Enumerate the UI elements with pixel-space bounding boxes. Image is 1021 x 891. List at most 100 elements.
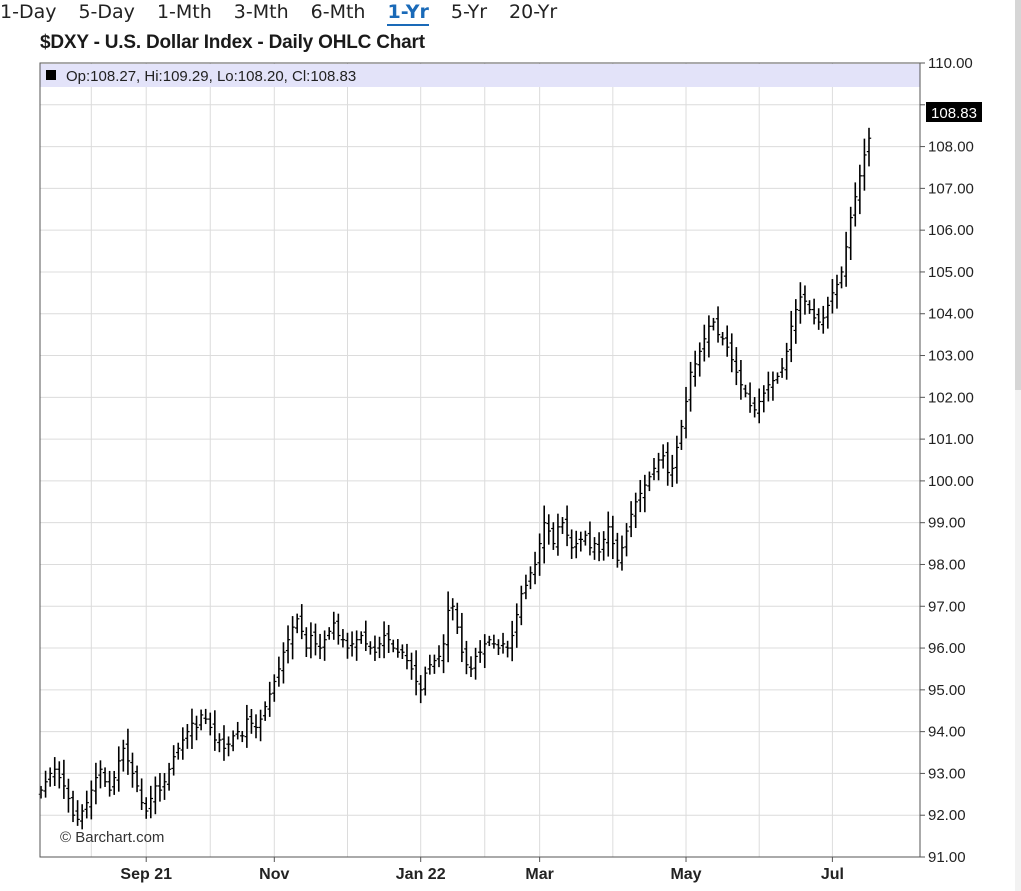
- ohlc-bar: [770, 371, 776, 401]
- ohlc-bar: [317, 633, 323, 660]
- ohlc-bar: [235, 721, 240, 740]
- ohlc-bar: [761, 385, 766, 413]
- ohlc-bar: [194, 715, 199, 741]
- ohlc-bar: [866, 127, 872, 167]
- tab-20-yr[interactable]: 20-Yr: [509, 1, 558, 23]
- ohlc-bar: [413, 650, 419, 696]
- ohlc-bar: [757, 388, 762, 424]
- ohlc-bar: [326, 627, 332, 640]
- ohlc-bar: [70, 790, 76, 823]
- ohlc-bar: [500, 632, 506, 654]
- x-tick-label: Jul: [821, 866, 844, 883]
- ohlc-bar: [560, 517, 565, 534]
- tab-6-mth[interactable]: 6-Mth: [310, 1, 366, 23]
- ohlc-bar: [720, 331, 725, 346]
- y-tick-label: 96.00: [928, 640, 966, 657]
- ohlc-bar: [491, 634, 497, 649]
- ohlc-bar: [400, 644, 405, 660]
- ohlc-bar: [212, 710, 218, 751]
- ohlc-bar: [596, 532, 602, 562]
- ohlc-bar: [262, 701, 268, 721]
- ohlc-bar: [683, 386, 689, 439]
- tab-1-mth[interactable]: 1-Mth: [156, 1, 212, 23]
- x-tick-label: Nov: [259, 866, 289, 883]
- ohlc-bar: [57, 761, 62, 789]
- ohlc-bar: [153, 776, 158, 815]
- ohlc-bar: [482, 634, 487, 669]
- ohlc-bar: [724, 325, 730, 357]
- scrollbar-track[interactable]: [1015, 0, 1021, 891]
- ohlc-bar: [692, 350, 698, 387]
- last-price-badge: [926, 102, 982, 122]
- ohlc-bar: [258, 709, 263, 742]
- last-price-label: 108.83: [931, 105, 977, 122]
- ohlc-bar: [372, 635, 378, 661]
- ohlc-bar: [79, 804, 85, 830]
- ohlc-bar: [569, 529, 574, 559]
- ohlc-bar: [542, 505, 547, 564]
- ohlc-bar: [546, 514, 551, 545]
- scrollbar-thumb[interactable]: [1015, 0, 1021, 390]
- y-tick-label: 104.00: [928, 306, 974, 323]
- ohlc-bar: [436, 645, 442, 668]
- x-tick-label: Mar: [525, 866, 553, 883]
- ohlc-bar: [134, 765, 140, 793]
- ohlc-bar: [839, 266, 844, 289]
- ohlc-bar: [427, 654, 433, 675]
- ohlc-bar: [93, 762, 99, 805]
- ohlc-bar: [363, 620, 368, 652]
- ohlc-bar: [185, 724, 190, 749]
- ohlc-bar: [615, 532, 620, 568]
- ohlc-bar: [148, 785, 153, 819]
- x-axis: Sep 21 Nov Jan 22 Mar May Jul: [120, 857, 844, 883]
- ohlc-bar: [766, 371, 771, 402]
- ohlc-bar: [459, 612, 465, 663]
- ohlc-bar: [386, 624, 391, 653]
- ohlc-bar: [404, 643, 410, 670]
- ohlc-bar: [775, 372, 780, 384]
- ohlc-bar: [592, 537, 597, 560]
- info-bar-text: Op:108.27, Hi:109.29, Lo:108.20, Cl:108.…: [66, 68, 356, 85]
- ohlc-bar: [514, 603, 519, 648]
- ohlc-bar: [61, 759, 67, 799]
- ohlc-bar: [162, 773, 167, 800]
- ohlc-bar: [528, 566, 533, 590]
- ohlc-bar: [464, 640, 469, 675]
- ohlc-bar: [66, 778, 71, 813]
- ohlc-bar: [230, 730, 236, 752]
- ohlc-bar: [340, 629, 346, 648]
- ohlc-bar: [660, 444, 666, 469]
- ohlc-bar: [702, 324, 707, 362]
- ohlc-bar: [116, 746, 121, 792]
- tab-5-yr[interactable]: 5-Yr: [450, 1, 488, 23]
- ohlc-bar: [432, 654, 437, 674]
- ohlc-bar: [674, 435, 680, 484]
- ohlc-bar: [217, 733, 222, 753]
- ohlc-bar: [84, 790, 89, 819]
- ohlc-bar: [784, 342, 789, 380]
- tab-1-yr[interactable]: 1-Yr: [387, 0, 429, 26]
- ohlc-bar: [226, 736, 231, 757]
- ohlc-bar: [98, 760, 103, 789]
- ohlc-bars: [38, 127, 872, 830]
- ohlc-bar: [578, 531, 584, 552]
- ohlc-bar: [180, 727, 186, 760]
- ohlc-bar: [743, 384, 748, 398]
- y-tick-label: 101.00: [928, 431, 974, 448]
- ohlc-bar: [52, 757, 57, 786]
- ohlc-bar: [189, 708, 195, 749]
- ohlc-bar: [477, 640, 483, 663]
- y-tick-label: 110.00: [928, 55, 973, 72]
- ohlc-bar: [166, 762, 172, 791]
- ohlc-bar: [381, 621, 387, 659]
- x-tick-label: May: [670, 866, 701, 883]
- tab-5-day[interactable]: 5-Day: [78, 1, 135, 23]
- ohlc-bar: [377, 636, 382, 659]
- ohlc-bar: [862, 138, 867, 191]
- ohlc-bar: [281, 642, 286, 684]
- tab-1-day[interactable]: 1-Day: [0, 1, 57, 23]
- ohlc-bar: [244, 704, 250, 748]
- ohlc-bar: [848, 206, 853, 260]
- tab-3-mth[interactable]: 3-Mth: [233, 1, 289, 23]
- ohlc-bar: [798, 282, 803, 324]
